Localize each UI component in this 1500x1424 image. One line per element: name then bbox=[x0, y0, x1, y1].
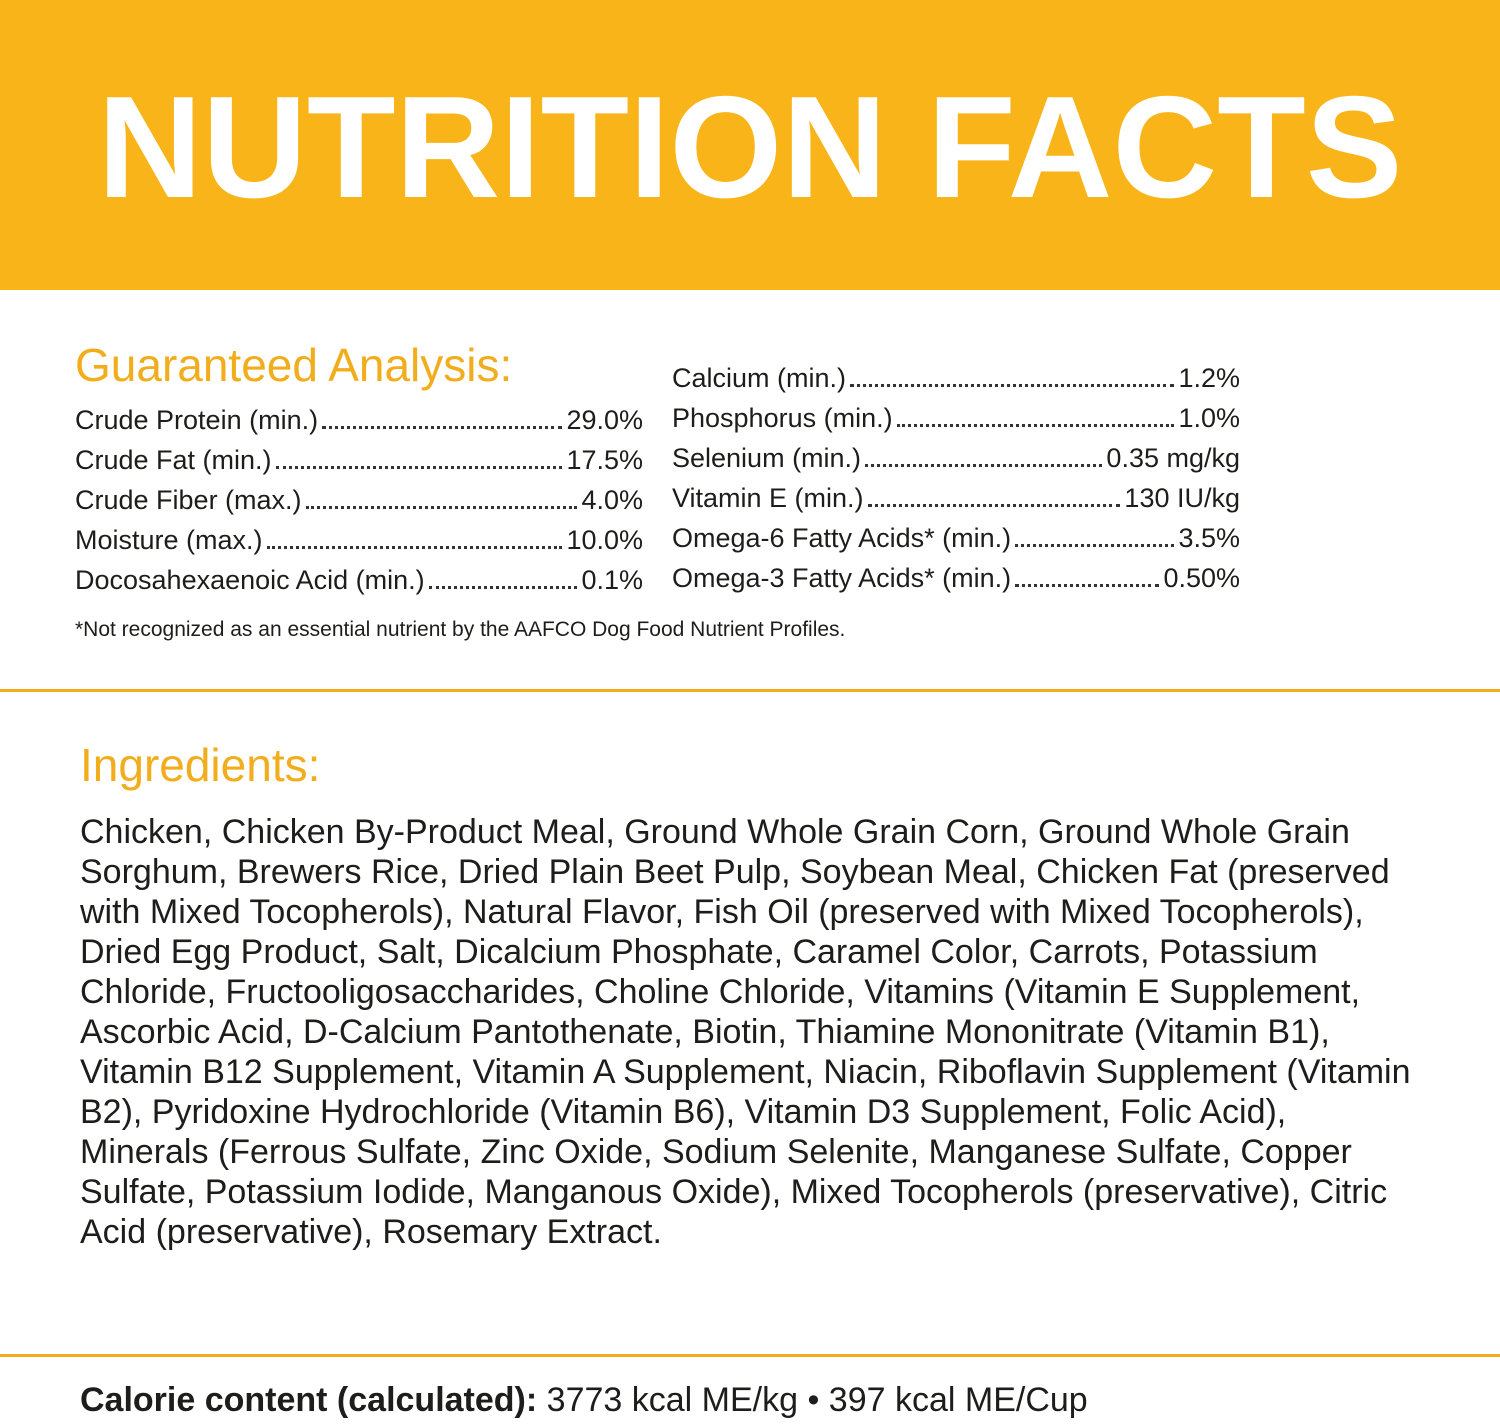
divider bbox=[0, 1354, 1500, 1357]
analysis-row: Omega-6 Fatty Acids* (min.) 3.5% bbox=[672, 518, 1240, 558]
nutrient-value: 1.2% bbox=[1178, 363, 1240, 393]
nutrient-value: 4.0% bbox=[581, 485, 643, 515]
leader-dots bbox=[305, 506, 578, 509]
section-heading: Guaranteed Analysis: bbox=[75, 339, 513, 391]
nutrient-label: Selenium (min.) bbox=[672, 443, 862, 473]
nutrient-label: Omega-6 Fatty Acids* (min.) bbox=[672, 523, 1012, 553]
analysis-row: Omega-3 Fatty Acids* (min.) 0.50% bbox=[672, 558, 1240, 598]
nutrient-label: Crude Fat (min.) bbox=[75, 445, 272, 475]
nutrient-label: Moisture (max.) bbox=[75, 525, 263, 555]
ingredients-text: Chicken, Chicken By-Product Meal, Ground… bbox=[80, 813, 1411, 1251]
nutrient-value: 130 IU/kg bbox=[1124, 483, 1240, 513]
divider bbox=[0, 689, 1500, 692]
calorie-label: Calorie content (calculated): bbox=[80, 1381, 538, 1419]
analysis-row: Calcium (min.) 1.2% bbox=[672, 358, 1240, 398]
nutrient-value: 29.0% bbox=[566, 405, 643, 435]
leader-dots bbox=[275, 466, 563, 469]
nutrient-value: 17.5% bbox=[566, 445, 643, 475]
footnote: *Not recognized as an essential nutrient… bbox=[75, 618, 846, 641]
nutrient-label: Docosahexaenoic Acid (min.) bbox=[75, 565, 425, 595]
nutrient-value: 0.50% bbox=[1163, 563, 1240, 593]
leader-dots bbox=[896, 424, 1175, 427]
nutrient-value: 3.5% bbox=[1178, 523, 1240, 553]
title: NUTRITION FACTS bbox=[97, 66, 1403, 228]
analysis-row: Moisture (max.) 10.0% bbox=[75, 520, 643, 560]
analysis-row: Docosahexaenoic Acid (min.) 0.1% bbox=[75, 560, 643, 600]
leader-dots bbox=[1015, 544, 1175, 547]
nutrient-value: 10.0% bbox=[566, 525, 643, 555]
analysis-row: Phosphorus (min.) 1.0% bbox=[672, 398, 1240, 438]
leader-dots bbox=[266, 546, 563, 549]
nutrient-label: Crude Fiber (max.) bbox=[75, 485, 302, 515]
nutrient-value: 0.1% bbox=[581, 565, 643, 595]
leader-dots bbox=[850, 384, 1175, 387]
leader-dots bbox=[322, 426, 563, 429]
nutrient-label: Omega-3 Fatty Acids* (min.) bbox=[672, 563, 1012, 593]
nutrient-label: Calcium (min.) bbox=[672, 363, 847, 393]
header-band: NUTRITION FACTS bbox=[0, 0, 1500, 290]
analysis-row: Vitamin E (min.) 130 IU/kg bbox=[672, 478, 1240, 518]
nutrient-value: 1.0% bbox=[1178, 403, 1240, 433]
analysis-row: Crude Fiber (max.) 4.0% bbox=[75, 480, 643, 520]
nutrient-label: Phosphorus (min.) bbox=[672, 403, 893, 433]
analysis-row: Selenium (min.) 0.35 mg/kg bbox=[672, 438, 1240, 478]
leader-dots bbox=[428, 586, 578, 589]
leader-dots bbox=[865, 464, 1103, 467]
leader-dots bbox=[1015, 584, 1160, 587]
analysis-row: Crude Protein (min.) 29.0% bbox=[75, 400, 643, 440]
calorie-value: 3773 kcal ME/kg • 397 kcal ME/Cup bbox=[546, 1381, 1088, 1419]
analysis-row: Crude Fat (min.) 17.5% bbox=[75, 440, 643, 480]
section-heading: Ingredients: bbox=[80, 739, 321, 791]
analysis-column: Crude Protein (min.) 29.0% Crude Fat (min.… bbox=[75, 400, 643, 600]
calorie-content: Calorie content (calculated): 3773 kcal … bbox=[80, 1380, 1088, 1420]
analysis-column: Calcium (min.) 1.2% Phosphorus (min.) 1.0% S… bbox=[672, 358, 1240, 598]
leader-dots bbox=[867, 504, 1121, 507]
nutrient-value: 0.35 mg/kg bbox=[1106, 443, 1240, 473]
nutrient-label: Crude Protein (min.) bbox=[75, 405, 319, 435]
nutrient-label: Vitamin E (min.) bbox=[672, 483, 864, 513]
